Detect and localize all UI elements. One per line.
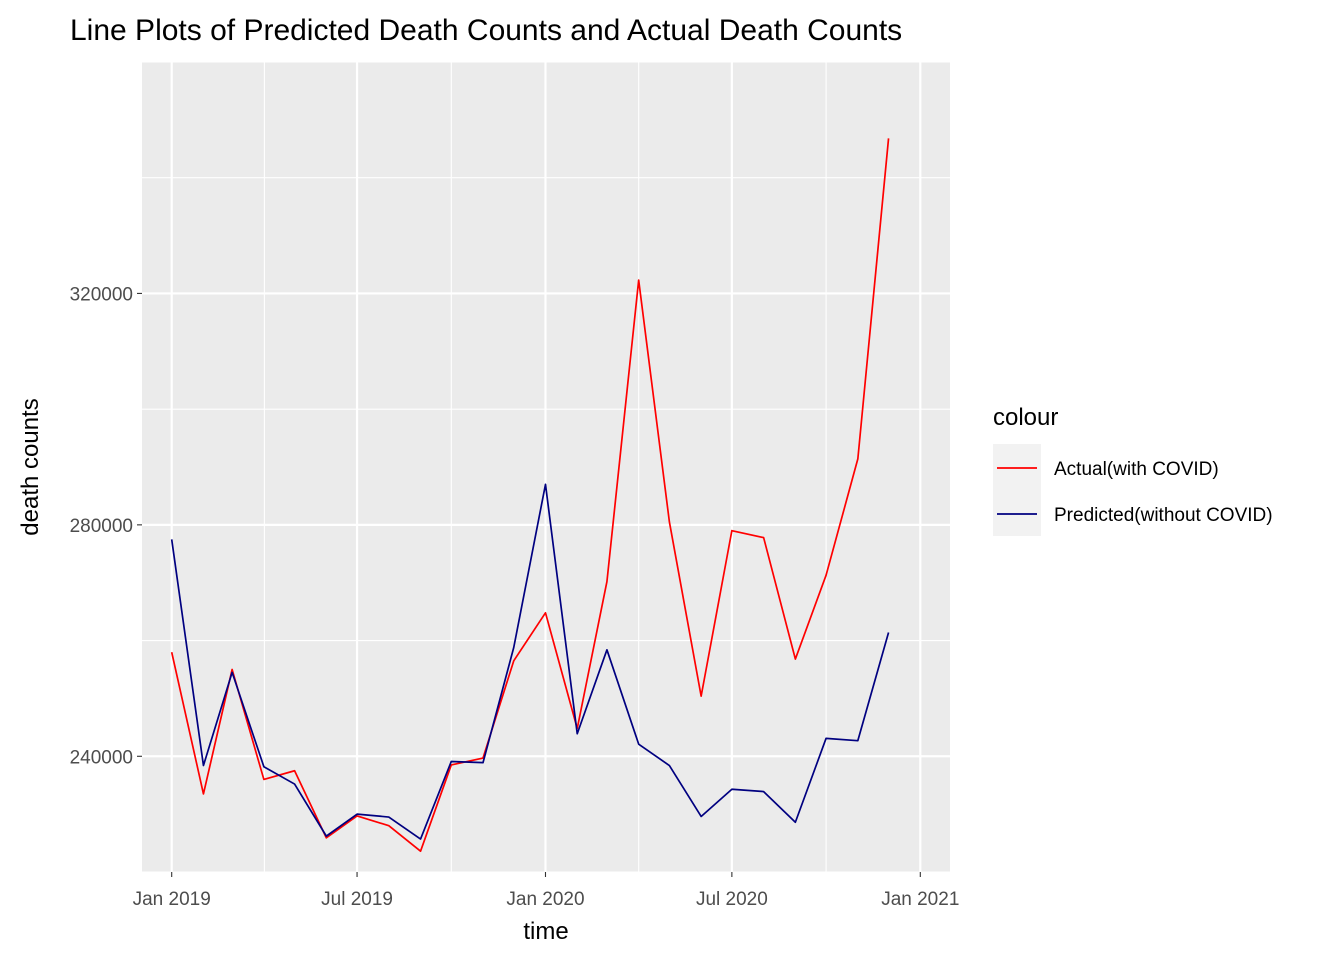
major-gridlines	[142, 62, 950, 872]
legend-title: colour	[993, 404, 1058, 431]
x-tick-label: Jan 2020	[506, 889, 584, 910]
chart-title: Line Plots of Predicted Death Counts and…	[70, 14, 902, 47]
legend-items: Actual(with COVID) Predicted(without COVI…	[997, 459, 1273, 526]
x-tick-label: Jul 2019	[321, 889, 393, 910]
y-axis: 240000 280000 320000	[70, 284, 142, 768]
y-tick-label: 240000	[70, 747, 133, 768]
x-axis-title: time	[523, 918, 568, 945]
legend-label: Predicted(without COVID)	[1054, 505, 1273, 526]
x-axis: Jan 2019 Jul 2019 Jan 2020 Jul 2020 Jan 2021	[133, 872, 959, 910]
series-line-predicted	[170, 483, 890, 840]
legend-key-background	[993, 444, 1041, 536]
x-tick-label: Jan 2021	[881, 889, 959, 910]
y-tick-label: 280000	[70, 516, 133, 537]
legend: colour Actual(with COVID) Predicted(witho…	[993, 404, 1273, 536]
x-tick-label: Jan 2019	[133, 889, 211, 910]
x-tick-label: Jul 2020	[696, 889, 768, 910]
series-lines	[170, 138, 890, 853]
series-line-actual	[170, 138, 890, 853]
y-axis-title: death counts	[17, 398, 44, 535]
legend-label: Actual(with COVID)	[1054, 459, 1219, 480]
y-tick-label: 320000	[70, 284, 133, 305]
